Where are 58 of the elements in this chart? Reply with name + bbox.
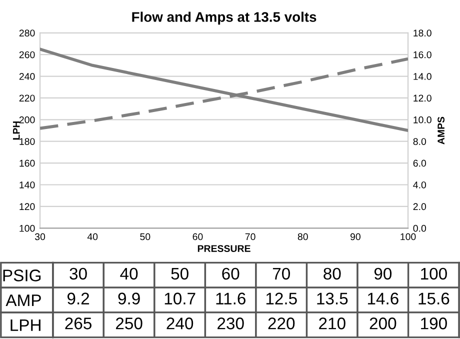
y-tick-label: AMP: [6, 294, 41, 306]
y2-tick-label: 8.0: [413, 138, 426, 145]
data-label: 9.2: [67, 292, 90, 304]
x-tick-label: 80: [298, 233, 308, 240]
data-label: 13.5: [317, 292, 348, 304]
y2-tick-label: 0.0: [413, 224, 426, 232]
data-label: 200: [370, 318, 396, 330]
data-label: 15.6: [418, 292, 450, 304]
data-label: 30: [70, 268, 87, 280]
y2-tick-label: 10.0: [414, 116, 432, 124]
data-label: 10.7: [164, 292, 196, 304]
data-label: 12.5: [266, 292, 297, 304]
y2-tick-label: 6.0: [413, 160, 426, 167]
y-tick-label: 280: [19, 30, 35, 36]
data-label: 70: [272, 268, 290, 280]
y-tick-label: 200: [19, 116, 35, 124]
y-tick-label: 180: [20, 138, 35, 145]
y-tick-label: 120: [20, 203, 35, 210]
data-label: 220: [268, 318, 295, 330]
x-tick-label: 60: [192, 233, 203, 240]
y-tick-label: 100: [20, 224, 35, 232]
x-tick-label: 70: [245, 233, 256, 240]
y2-tick-label: 16.0: [414, 51, 432, 58]
data-label: 9.9: [118, 292, 140, 304]
y2-axis-title: AMPS: [438, 116, 444, 144]
y-tick-label: PSIG: [3, 270, 41, 282]
data-label: 100: [421, 268, 447, 280]
data-label: 14.6: [368, 292, 398, 304]
x-tick-label: 50: [140, 233, 150, 240]
data-label: 60: [222, 268, 240, 280]
data-label: 250: [116, 318, 142, 330]
y-tick-label: 240: [19, 73, 35, 80]
y2-tick-label: 14.0: [414, 73, 432, 80]
y2-tick-label: 18.0: [414, 30, 432, 36]
y2-tick-label: 4.0: [413, 181, 426, 188]
x-tick-label: 90: [350, 233, 360, 240]
data-label: 240: [166, 318, 194, 330]
y2-tick-label: 12.0: [414, 94, 432, 102]
x-axis-title: PRESSURE: [198, 245, 250, 252]
data-label: 80: [324, 268, 341, 280]
data-label: 11.6: [216, 292, 246, 304]
data-label: 50: [171, 268, 188, 280]
data-label: 230: [218, 318, 244, 330]
y-tick-label: 220: [19, 94, 35, 102]
y-tick-label: LPH: [10, 319, 40, 331]
chart-title: Flow and Amps at 13.5 volts: [132, 12, 316, 25]
y-tick-label: 160: [20, 160, 35, 167]
data-label: 265: [65, 318, 92, 330]
y-tick-label: 140: [20, 181, 35, 188]
data-label: 90: [374, 268, 392, 280]
data-label: 210: [319, 318, 346, 330]
x-tick-label: 40: [87, 233, 98, 240]
data-label: 40: [120, 268, 138, 280]
y2-tick-label: 2.0: [413, 203, 426, 210]
x-tick-label: 100: [400, 233, 416, 240]
data-label: 190: [421, 318, 447, 330]
x-tick-label: 30: [34, 233, 46, 240]
y-tick-label: 260: [19, 51, 35, 58]
